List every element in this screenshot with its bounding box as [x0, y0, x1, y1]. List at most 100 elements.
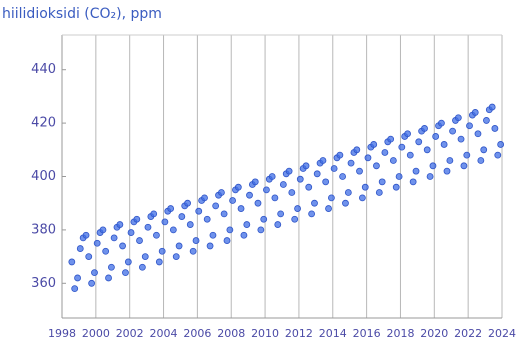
point — [150, 210, 158, 218]
point — [440, 141, 448, 148]
point — [257, 226, 265, 234]
point — [108, 263, 115, 271]
point — [88, 279, 96, 287]
point — [364, 154, 372, 162]
point — [102, 247, 110, 255]
point — [254, 199, 262, 207]
point — [209, 231, 217, 239]
point — [302, 162, 310, 170]
point — [339, 173, 346, 180]
point — [68, 258, 76, 266]
point — [74, 274, 81, 282]
point — [234, 183, 242, 191]
x-tick-label: 2004 — [150, 327, 178, 340]
point — [443, 167, 451, 175]
point — [251, 178, 259, 186]
y-tick-label: 400 — [31, 169, 56, 184]
point — [186, 221, 194, 228]
x-tick-label: 1998 — [48, 327, 76, 340]
point — [91, 269, 98, 277]
point — [356, 167, 363, 175]
point — [141, 253, 149, 260]
point — [274, 221, 282, 228]
point — [412, 167, 420, 175]
point — [466, 122, 473, 130]
point — [155, 258, 163, 266]
point — [184, 199, 191, 207]
point — [457, 135, 465, 143]
point — [328, 194, 335, 202]
point — [167, 205, 175, 212]
point — [158, 247, 166, 255]
point — [488, 103, 496, 111]
point — [375, 189, 383, 196]
point — [105, 274, 112, 282]
point — [240, 231, 248, 239]
point — [175, 242, 183, 250]
point — [99, 226, 107, 234]
point — [133, 215, 141, 223]
point — [308, 210, 316, 218]
point — [421, 125, 428, 132]
x-tick-label: 2006 — [183, 327, 211, 340]
point — [336, 151, 344, 159]
point — [237, 205, 245, 212]
x-tick-label: 2024 — [488, 327, 516, 340]
point — [474, 130, 482, 138]
x-tick-label: 2018 — [386, 327, 414, 340]
point — [279, 181, 287, 188]
point — [285, 167, 293, 175]
x-tick-label: 2012 — [285, 327, 313, 340]
point — [415, 138, 423, 146]
point — [172, 253, 180, 260]
point — [426, 173, 434, 180]
point — [409, 178, 417, 186]
point — [381, 149, 389, 156]
point — [161, 218, 169, 226]
point — [311, 199, 318, 207]
point — [358, 194, 366, 202]
point — [471, 109, 479, 116]
point — [110, 234, 118, 242]
point — [124, 258, 132, 266]
point — [189, 247, 197, 255]
point — [387, 135, 395, 143]
point — [389, 157, 397, 164]
point — [342, 199, 349, 207]
point — [373, 162, 380, 170]
y-tick-label: 360 — [31, 276, 56, 291]
point — [220, 210, 228, 218]
point — [296, 175, 304, 183]
x-tick-label: 2000 — [82, 327, 110, 340]
point — [361, 183, 369, 191]
point — [392, 183, 400, 191]
point — [268, 173, 276, 180]
point — [288, 189, 296, 196]
point — [454, 114, 462, 122]
point — [429, 162, 437, 170]
x-tick-label: 2014 — [319, 327, 347, 340]
point — [423, 146, 431, 154]
point — [178, 213, 186, 220]
point — [223, 237, 231, 244]
point — [353, 146, 361, 154]
point — [395, 173, 403, 180]
point — [192, 237, 200, 244]
point — [226, 226, 234, 234]
point — [378, 178, 386, 186]
point — [497, 141, 505, 148]
point — [446, 157, 454, 164]
point — [229, 197, 236, 204]
point — [494, 151, 502, 159]
point — [203, 215, 211, 223]
chart-title: hiilidioksidi (CO₂), ppm — [2, 6, 162, 22]
point — [313, 170, 321, 178]
point — [344, 189, 352, 196]
point — [201, 194, 208, 202]
point — [322, 178, 330, 186]
point — [85, 253, 93, 260]
point — [438, 119, 445, 127]
point — [330, 165, 338, 172]
point — [319, 157, 327, 164]
